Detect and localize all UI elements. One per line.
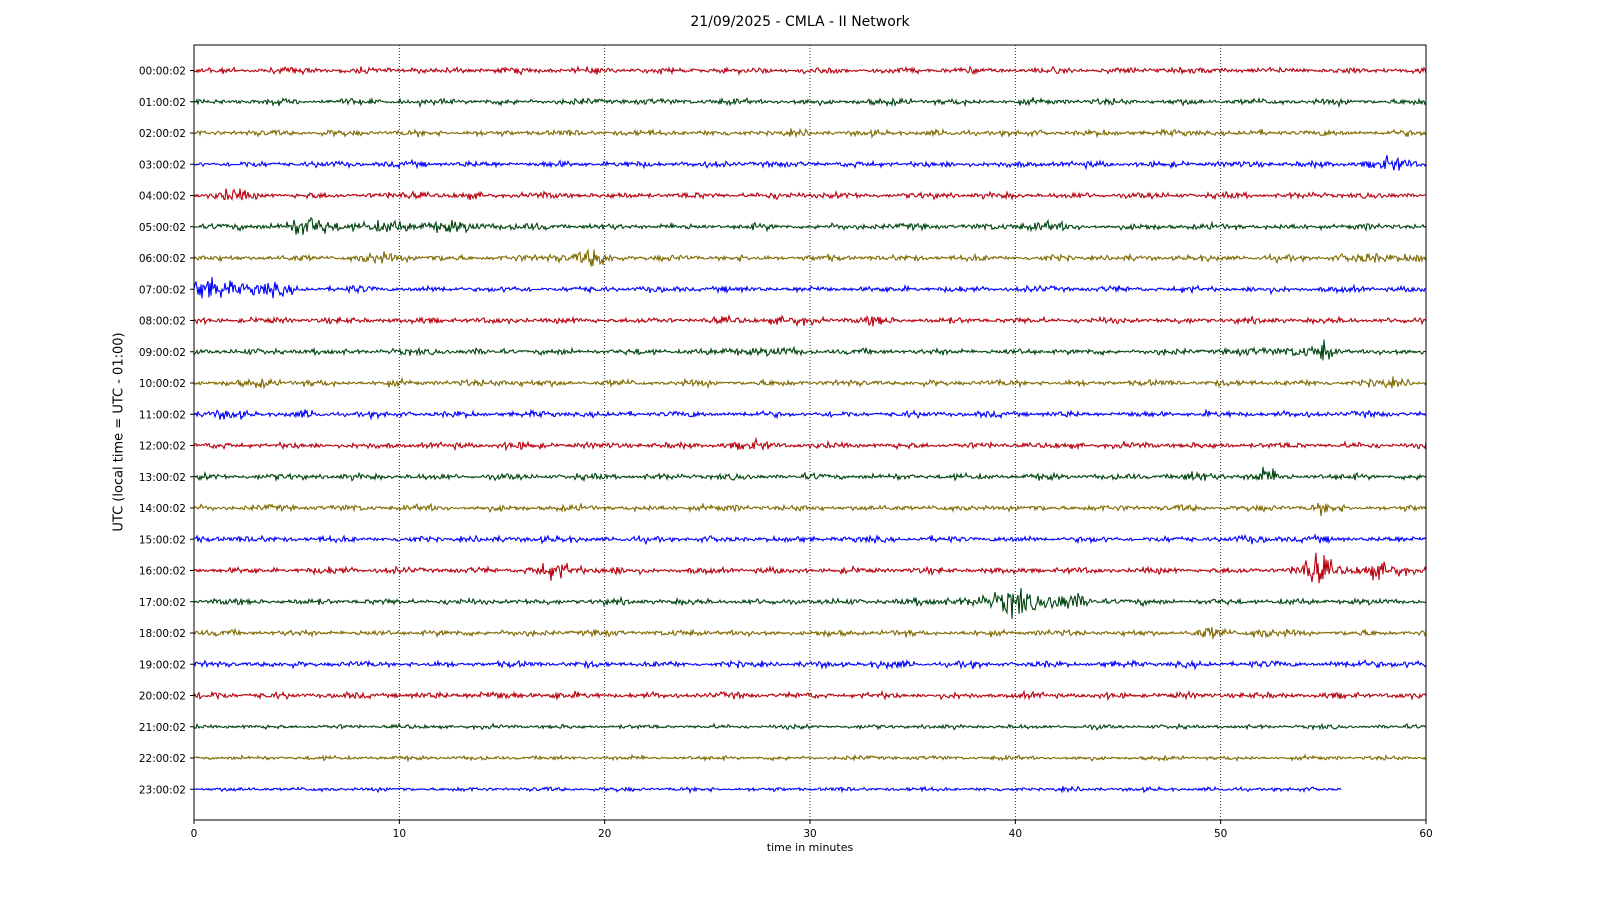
x-tick-label: 20 xyxy=(598,828,611,840)
row-time-label: 18:00:02 xyxy=(139,628,186,640)
chart-title: 21/09/2025 - CMLA - II Network xyxy=(690,14,910,30)
trace-row xyxy=(193,436,1427,452)
row-time-label: 10:00:02 xyxy=(139,378,186,390)
traces xyxy=(193,65,1427,795)
trace-row xyxy=(193,127,1426,139)
row-time-label: 03:00:02 xyxy=(139,159,186,171)
row-time-label: 00:00:02 xyxy=(139,66,186,78)
trace-row xyxy=(193,408,1427,421)
trace-row xyxy=(193,689,1427,702)
x-tick-label: 50 xyxy=(1214,828,1227,840)
trace-row xyxy=(193,277,1427,299)
trace-row xyxy=(193,339,1427,361)
x-tick-label: 40 xyxy=(1009,828,1022,840)
x-tick-label: 0 xyxy=(191,828,198,840)
x-axis-label: time in minutes xyxy=(766,841,854,854)
row-time-label: 22:00:02 xyxy=(139,753,186,765)
grid-lines xyxy=(398,45,1222,820)
trace-row xyxy=(193,65,1427,76)
trace-row xyxy=(193,466,1427,483)
row-time-label: 20:00:02 xyxy=(139,691,186,703)
trace-row xyxy=(193,502,1427,517)
trace-row xyxy=(193,216,1427,235)
trace-row xyxy=(193,753,1427,763)
trace-row xyxy=(193,626,1427,640)
row-time-label: 04:00:02 xyxy=(139,191,186,203)
trace-row xyxy=(193,552,1427,584)
trace-row xyxy=(193,722,1427,732)
plot-frame xyxy=(193,44,1427,821)
row-time-label: 16:00:02 xyxy=(139,566,186,578)
trace-row xyxy=(193,188,1427,201)
x-axis: 0 10 20 30 40 50 60 xyxy=(191,820,1433,840)
trace-row xyxy=(193,155,1427,171)
row-time-labels: 00:00:02 01:00:02 02:00:02 03:00:02 04:00:02… xyxy=(139,66,194,796)
row-time-label: 21:00:02 xyxy=(139,722,186,734)
row-time-label: 09:00:02 xyxy=(139,347,186,359)
row-time-label: 13:00:02 xyxy=(139,472,186,484)
x-tick-label: 30 xyxy=(803,828,816,840)
row-time-label: 12:00:02 xyxy=(139,441,186,453)
x-tick-label: 60 xyxy=(1419,828,1432,840)
trace-row xyxy=(193,313,1427,328)
row-time-label: 17:00:02 xyxy=(139,597,186,609)
x-tick-label: 10 xyxy=(393,828,406,840)
row-time-label: 11:00:02 xyxy=(139,409,186,421)
row-time-label: 15:00:02 xyxy=(139,534,186,546)
row-time-label: 01:00:02 xyxy=(139,97,186,109)
row-time-label: 14:00:02 xyxy=(139,503,186,515)
trace-row xyxy=(193,533,1427,546)
row-time-label: 06:00:02 xyxy=(139,253,186,265)
row-time-label: 05:00:02 xyxy=(139,222,186,234)
trace-row xyxy=(193,587,1426,619)
trace-row xyxy=(193,658,1427,671)
row-time-label: 23:00:02 xyxy=(139,784,186,796)
row-time-label: 19:00:02 xyxy=(139,659,186,671)
row-time-label: 07:00:02 xyxy=(139,284,186,296)
row-time-label: 02:00:02 xyxy=(139,128,186,140)
trace-row xyxy=(193,96,1427,109)
trace-row xyxy=(193,376,1427,390)
row-time-label: 08:00:02 xyxy=(139,316,186,328)
trace-row xyxy=(193,248,1427,267)
trace-row xyxy=(193,785,1342,795)
